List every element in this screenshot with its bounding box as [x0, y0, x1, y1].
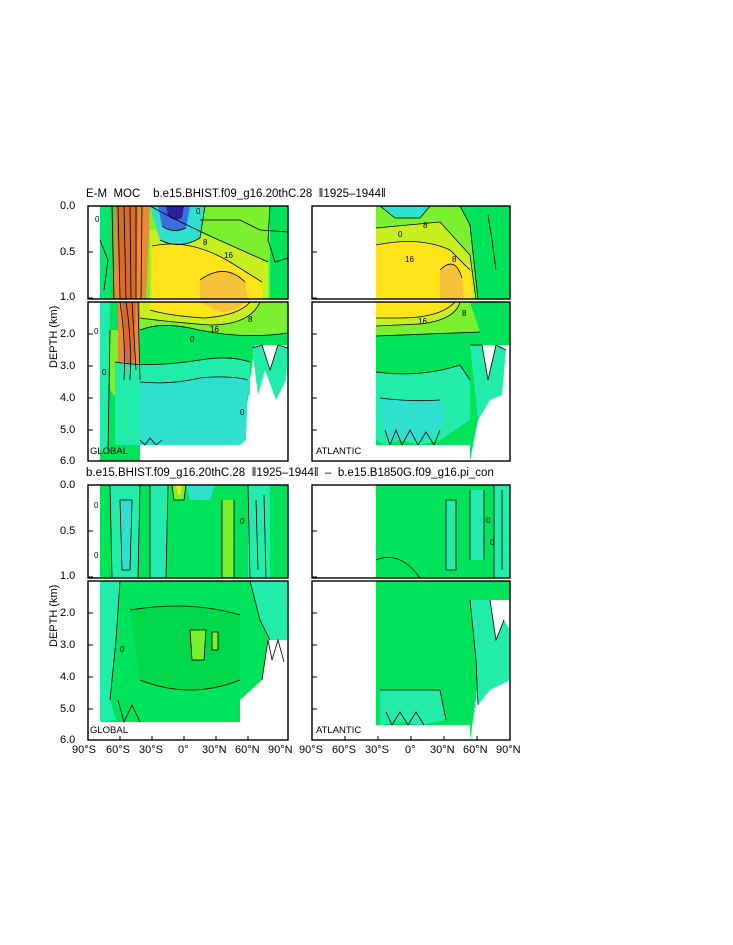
contour-label: 16 [224, 251, 233, 260]
y-tick-label: 4.0 [60, 392, 76, 404]
contour-label: 0 [94, 327, 99, 336]
y-tick-label: 2.0 [60, 607, 76, 619]
y-tick-label: 3.0 [60, 360, 76, 372]
contour-label: 8 [452, 255, 457, 264]
top-global-lower-field: 0 0 0 [100, 302, 288, 461]
y-tick-label: 5.0 [60, 424, 76, 436]
x-tick-label: 30°S [365, 744, 389, 756]
bottom-figure-title: b.e15.BHIST.f09_g16.20thC.28 ‖1925–1944‖… [86, 467, 494, 479]
x-tick-label: 60°N [235, 744, 260, 756]
svg-text:0: 0 [190, 335, 195, 344]
x-tick-label: 0° [405, 744, 416, 756]
bottom-global-lower-field [100, 581, 288, 740]
region-label-atlantic: ATLANTIC [316, 446, 362, 457]
y-tick-label: 0.5 [60, 525, 76, 537]
bottom-atlantic-lower-field [376, 581, 510, 740]
contour-label: 0 [94, 551, 99, 560]
bottom-global-lower-frame [87, 580, 289, 741]
contour-label: 0 [94, 501, 99, 510]
y-tick-label: 2.0 [60, 328, 76, 340]
x-tick-label: 60°S [332, 744, 356, 756]
contour-labels: 0 8 16 0 16 8 0 0 8 16 8 16 8 0 0 0 0 0 … [94, 207, 495, 654]
y-tick-label: 6.0 [60, 734, 76, 746]
contour-label: 8 [248, 315, 253, 324]
y-tick-label: 5.0 [60, 703, 76, 715]
region-label-global: GLOBAL [90, 446, 129, 457]
y-tick-label: 1.0 [60, 291, 76, 303]
y-tick-label: 3.0 [60, 639, 76, 651]
x-tick-label: 30°S [139, 744, 163, 756]
svg-text:0: 0 [240, 408, 245, 417]
bottom-y-axis-title: DEPTH (km) [48, 584, 60, 647]
y-tick-label: 4.0 [60, 671, 76, 683]
contour-label: 0 [95, 215, 100, 224]
contour-label: 16 [210, 325, 219, 334]
contour-label: 16 [405, 255, 414, 264]
top-atlantic-lower-field [375, 302, 510, 461]
x-tick-label: 30°N [202, 744, 227, 756]
x-tick-label: 90°N [496, 744, 521, 756]
y-tick-label: 0.0 [60, 200, 76, 212]
y-tick-label: 1.0 [60, 570, 76, 582]
contour-label: 8 [423, 221, 428, 230]
x-tick-label: 60°S [106, 744, 130, 756]
top-y-axis-title: DEPTH (km) [48, 305, 60, 368]
x-tick-label: 0° [178, 744, 189, 756]
svg-text:0: 0 [102, 368, 107, 377]
x-tick-label: 90°S [299, 744, 323, 756]
top-atlantic-upper-field [375, 206, 510, 299]
contour-label: 0 [240, 517, 245, 526]
bottom-atlantic-upper-field [375, 485, 510, 578]
contour-label: 0 [398, 230, 403, 239]
contour-label: 0 [486, 516, 491, 525]
y-ticks [88, 205, 317, 710]
contour-label: 16 [418, 317, 427, 326]
contour-label: 0 [490, 538, 495, 547]
top-atlantic-lower-frame [311, 301, 511, 462]
contour-label: 0 [196, 207, 201, 216]
contour-label: 8 [203, 238, 208, 247]
y-tick-label: 0.0 [60, 479, 76, 491]
x-tick-label: 30°N [430, 744, 455, 756]
contour-label: 0 [120, 645, 125, 654]
region-label-global: GLOBAL [90, 725, 129, 736]
x-tick-label: 90°S [72, 744, 96, 756]
top-figure-title: E-M MOC b.e15.BHIST.f09_g16.20thC.28 ‖19… [86, 188, 386, 200]
y-tick-label: 6.0 [60, 455, 76, 467]
top-global-lower-frame [87, 301, 289, 462]
y-tick-label: 0.5 [60, 246, 76, 258]
x-ticks [119, 736, 478, 740]
region-label-atlantic: ATLANTIC [316, 725, 362, 736]
x-tick-label: 60°N [463, 744, 488, 756]
x-tick-label: 90°N [268, 744, 293, 756]
contour-label: 8 [462, 309, 467, 318]
top-global-upper-field [99, 206, 288, 299]
bottom-global-upper-field [100, 485, 288, 578]
